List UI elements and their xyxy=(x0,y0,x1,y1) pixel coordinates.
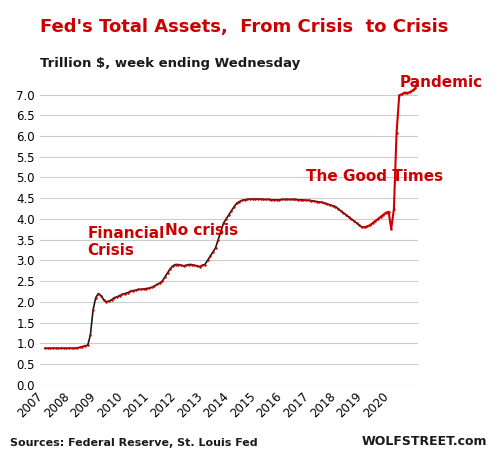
Text: Financial
Crisis: Financial Crisis xyxy=(88,226,165,258)
Text: No crisis: No crisis xyxy=(165,222,238,237)
Text: Pandemic: Pandemic xyxy=(399,75,483,90)
Text: Sources: Federal Reserve, St. Louis Fed: Sources: Federal Reserve, St. Louis Fed xyxy=(10,439,257,448)
Text: Fed's Total Assets,  From Crisis  to Crisis: Fed's Total Assets, From Crisis to Crisi… xyxy=(40,18,448,36)
Text: Trillion $, week ending Wednesday: Trillion $, week ending Wednesday xyxy=(40,57,300,70)
Text: The Good Times: The Good Times xyxy=(306,169,443,184)
Text: WOLFSTREET.com: WOLFSTREET.com xyxy=(361,435,487,448)
